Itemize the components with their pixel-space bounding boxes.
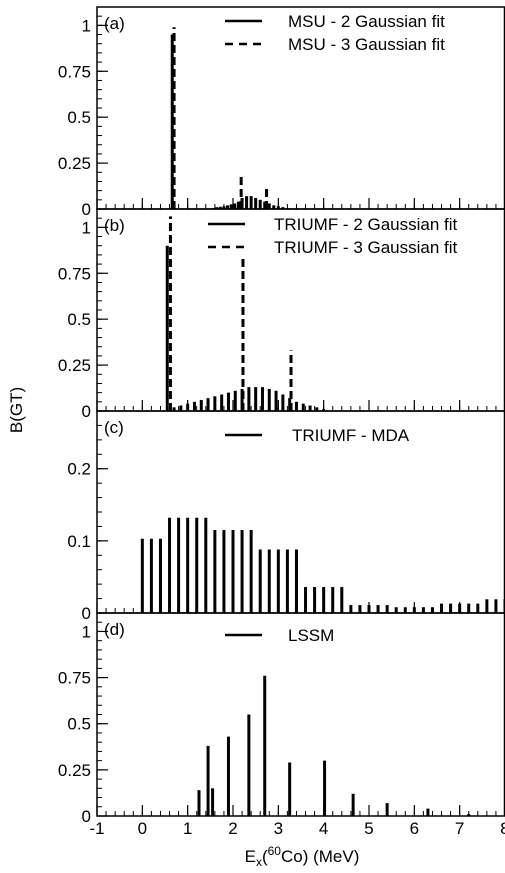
x-tick-label: 0 bbox=[138, 819, 147, 838]
y-tick-label: 0.25 bbox=[58, 761, 91, 780]
y-tick-label: 0 bbox=[82, 807, 91, 826]
x-tick-label: 6 bbox=[410, 819, 419, 838]
y-tick-label: 0 bbox=[82, 604, 91, 623]
y-tick-label: 0 bbox=[82, 200, 91, 219]
y-tick-label: 0.5 bbox=[67, 715, 91, 734]
panel-label: (a) bbox=[104, 14, 125, 33]
legend-label: TRIUMF - MDA bbox=[292, 426, 410, 445]
panel-label: (c) bbox=[104, 418, 124, 437]
legend-label: MSU - 3 Gaussian fit bbox=[288, 35, 445, 54]
x-tick-label: 4 bbox=[319, 819, 328, 838]
panel-1: 0 0.25 0.5 0.75 1 (b) TRIUMF - 2 Gaussian fit T… bbox=[58, 208, 505, 421]
y-tick-label: 1 bbox=[82, 218, 91, 237]
y-tick-label: 0.5 bbox=[67, 310, 91, 329]
x-tick-label: -1 bbox=[89, 819, 104, 838]
y-tick-label: 0.1 bbox=[67, 532, 91, 551]
panel-label: (d) bbox=[104, 620, 125, 639]
x-tick-label: 5 bbox=[364, 819, 373, 838]
y-tick-label: 0.2 bbox=[67, 460, 91, 479]
legend-label: TRIUMF - 3 Gaussian fit bbox=[274, 238, 458, 257]
x-tick-label: 7 bbox=[455, 819, 464, 838]
x-tick-label: 2 bbox=[228, 819, 237, 838]
y-tick-label: 0.75 bbox=[58, 62, 91, 81]
y-tick-label: 0.25 bbox=[58, 154, 91, 173]
chart-panels: 00.250.50.751 (a) MSU - 2 Gaussian fitMSU … bbox=[58, 6, 505, 838]
y-tick-label: 0.5 bbox=[67, 108, 91, 127]
y-tick-label: 1 bbox=[82, 16, 91, 35]
y-tick-label: 1 bbox=[82, 622, 91, 641]
x-tick-label: 8 bbox=[500, 819, 505, 838]
panel-label: (b) bbox=[104, 216, 125, 235]
x-tick-label: 1 bbox=[183, 819, 192, 838]
legend-label: MSU - 2 Gaussian fit bbox=[288, 12, 445, 31]
panel-0: 0 0.25 0.5 0.75 1 (a) MSU - 2 Gaussian fit MSU … bbox=[58, 6, 505, 219]
y-axis-title: B(GT) bbox=[7, 387, 26, 433]
legend-label: LSSM bbox=[288, 626, 334, 645]
y-tick-label: 0.75 bbox=[58, 264, 91, 283]
x-axis-title: Ex(60Co) (MeV) bbox=[245, 844, 360, 869]
y-tick-label: 0.25 bbox=[58, 356, 91, 375]
panel-2: 0 0.1 0.2 (c) TRIUMF - MDA bbox=[67, 410, 505, 623]
legend-label: TRIUMF - 2 Gaussian fit bbox=[274, 215, 458, 234]
y-tick-label: 0.75 bbox=[58, 669, 91, 688]
y-tick-label: 0 bbox=[82, 402, 91, 421]
x-tick-label: 3 bbox=[274, 819, 283, 838]
panel-3: 00.250.50.751-1012345678(d)LSSM bbox=[58, 612, 505, 838]
